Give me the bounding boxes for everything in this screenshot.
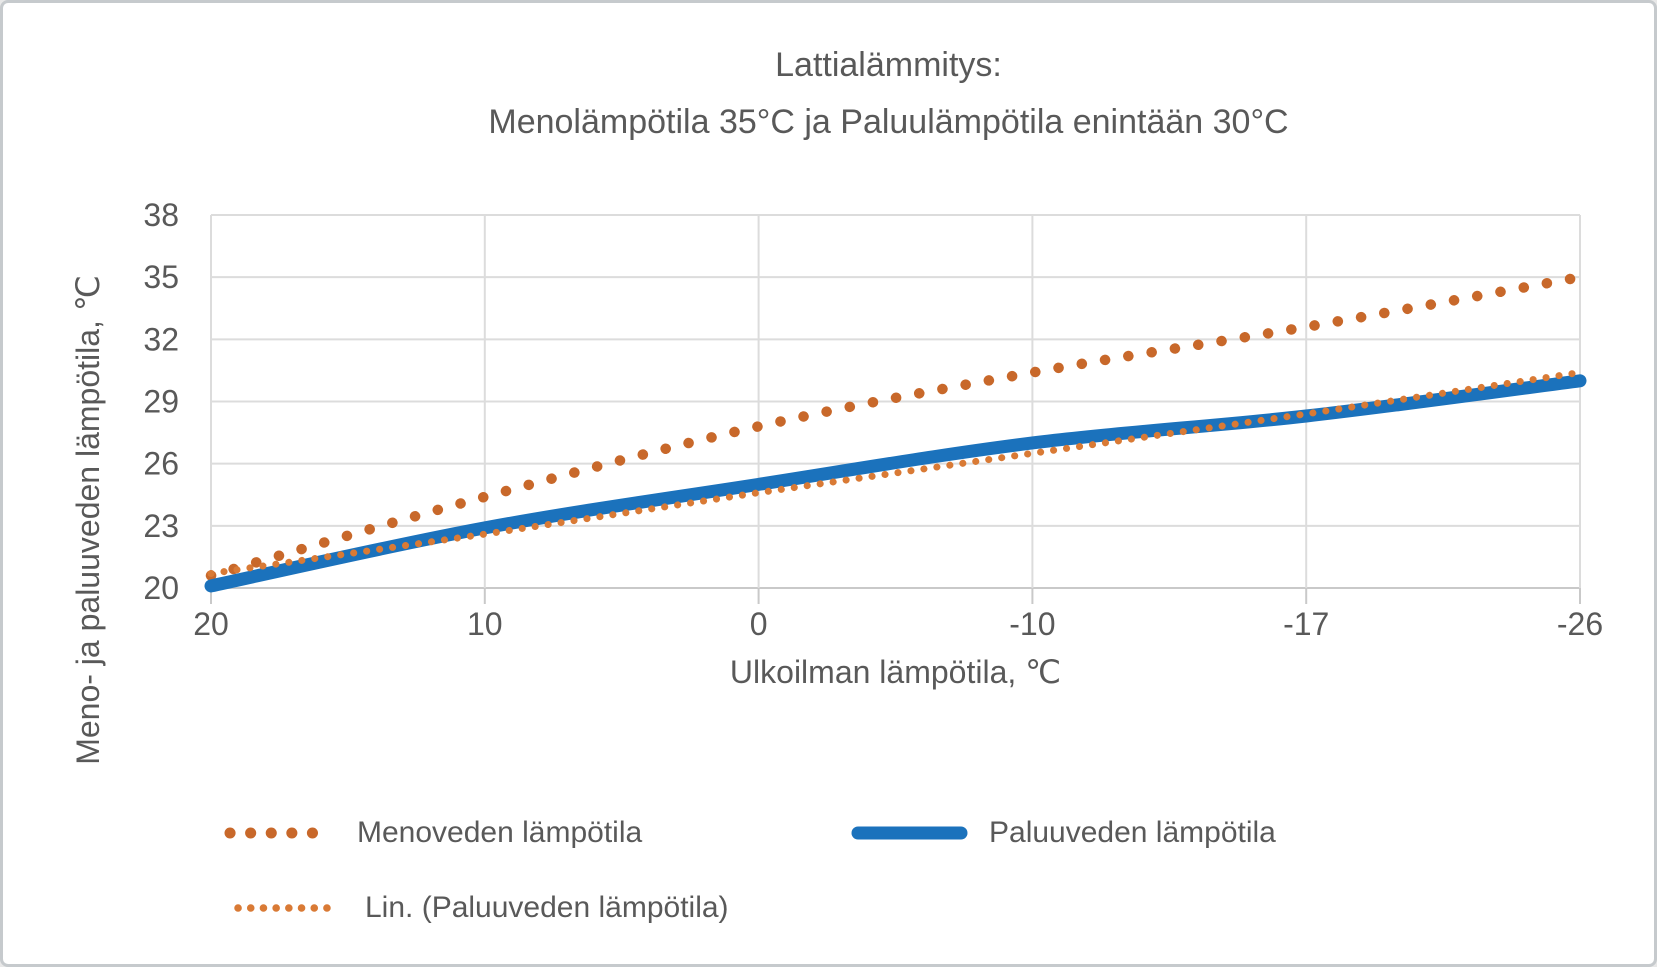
fine-dotted-line-marker-icon bbox=[234, 904, 343, 912]
legend-item-paluuveden: Paluuveden lämpötila bbox=[851, 811, 1276, 855]
svg-text:32: 32 bbox=[143, 321, 179, 357]
svg-text:23: 23 bbox=[143, 508, 179, 544]
legend-label-trendline: Lin. (Paluuveden lämpötila) bbox=[365, 891, 729, 924]
chart-title: Lattialämmitys: Menolämpötila 35°C ja Pa… bbox=[163, 37, 1614, 151]
svg-text:0: 0 bbox=[750, 606, 768, 642]
svg-text:10: 10 bbox=[467, 606, 503, 642]
legend-item-menoveden: Menoveden lämpötila bbox=[223, 811, 642, 855]
svg-text:-17: -17 bbox=[1283, 606, 1329, 642]
legend-item-trendline: Lin. (Paluuveden lämpötila) bbox=[231, 886, 729, 930]
chart-title-line-2: Menolämpötila 35°C ja Paluulämpötila eni… bbox=[488, 103, 1289, 141]
dotted-line-marker-icon bbox=[224, 827, 337, 839]
svg-text:-10: -10 bbox=[1009, 606, 1055, 642]
svg-text:-26: -26 bbox=[1557, 606, 1603, 642]
svg-text:35: 35 bbox=[143, 259, 179, 295]
svg-text:20: 20 bbox=[143, 570, 179, 606]
legend-label-menoveden: Menoveden lämpötila bbox=[357, 816, 643, 849]
thick-line-marker-icon bbox=[851, 826, 968, 840]
legend-label-paluuveden: Paluuveden lämpötila bbox=[989, 816, 1276, 849]
plot-area: 20 23 26 29 32 35 38 20 10 0 -10 -17 -26 bbox=[143, 197, 1603, 642]
chart-title-line-1: Lattialämmitys: bbox=[775, 46, 1002, 84]
x-axis-title: Ulkoilman lämpötila, ℃ bbox=[729, 654, 1062, 690]
svg-text:26: 26 bbox=[143, 446, 179, 482]
svg-text:38: 38 bbox=[143, 197, 179, 233]
svg-text:29: 29 bbox=[143, 384, 179, 420]
y-axis-title: Meno- ja paluuveden lämpötila, ℃ bbox=[70, 275, 106, 765]
svg-text:20: 20 bbox=[193, 606, 229, 642]
